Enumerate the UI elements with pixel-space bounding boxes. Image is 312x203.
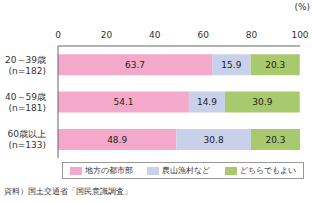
- svg-text:20.3: 20.3: [265, 60, 285, 70]
- svg-text:48.9: 48.9: [107, 135, 127, 145]
- html-text:どちらでもよい: どちらでもよい: [239, 166, 296, 175]
- svg-text:100: 100: [291, 30, 308, 40]
- svg-text:60: 60: [197, 30, 209, 40]
- svg-text:15.9: 15.9: [221, 60, 241, 70]
- html-text:地方の都市部: 地方の都市部: [85, 166, 134, 175]
- svg-text:30.9: 30.9: [252, 97, 272, 107]
- svg-text:54.1: 54.1: [113, 97, 133, 107]
- svg-text:60歳以上(n=133): 60歳以上(n=133): [8, 129, 46, 150]
- svg-text:20.3: 20.3: [265, 135, 285, 145]
- svg-text:14.9: 14.9: [197, 97, 217, 107]
- svg-text:63.7: 63.7: [125, 60, 145, 70]
- svg-text:80: 80: [246, 30, 258, 40]
- svg-text:40: 40: [149, 30, 161, 40]
- svg-text:20～39歳(n=182): 20～39歳(n=182): [5, 55, 46, 76]
- svg-text:30.8: 30.8: [204, 135, 224, 145]
- html-text:農山漁村など: 農山漁村など: [162, 166, 211, 175]
- html-text:資料）国土交通省「国民意識調査」: 資料）国土交通省「国民意識調査」: [4, 187, 132, 196]
- svg-text:40～59歳(n=181): 40～59歳(n=181): [5, 92, 46, 113]
- svg-text:20: 20: [101, 30, 113, 40]
- svg-text:0: 0: [55, 30, 61, 40]
